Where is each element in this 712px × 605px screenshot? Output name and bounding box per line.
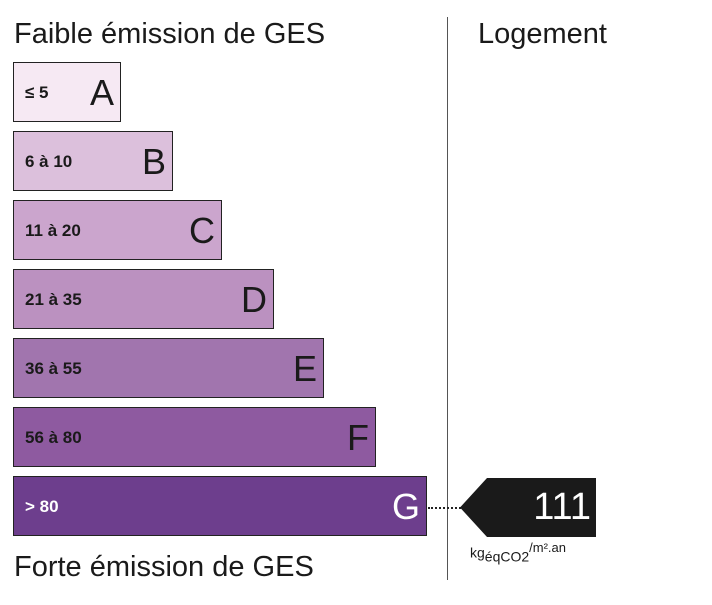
- arrow-shape: [460, 478, 596, 537]
- band-letter: A: [89, 72, 114, 113]
- band: 6 à 10 B: [13, 131, 173, 191]
- band: > 80 G: [13, 476, 427, 536]
- indicator-arrow: [460, 478, 596, 537]
- column-title: Logement: [478, 18, 607, 50]
- unit-sup: /m².an: [529, 540, 566, 555]
- top-title: Faible émission de GES: [14, 18, 326, 50]
- unit: kgéqCO2/m².an: [470, 540, 566, 564]
- band-letter: E: [292, 348, 317, 389]
- band-letter: F: [347, 417, 369, 458]
- band-range: 6 à 10: [25, 152, 73, 171]
- band-range: 11 à 20: [25, 221, 81, 240]
- unit-sub: éqCO2: [484, 548, 530, 565]
- bottom-title: Forte émission de GES: [14, 551, 314, 583]
- divider: [447, 17, 448, 580]
- band-range: 21 à 35: [25, 290, 82, 309]
- band-range: ≤ 5: [25, 83, 49, 102]
- band-letter: B: [141, 141, 166, 182]
- band: ≤ 5 A: [13, 62, 121, 122]
- indicator-value: 111: [533, 486, 591, 528]
- pointer-line: [428, 507, 461, 509]
- band: 56 à 80 F: [13, 407, 376, 467]
- band-range: > 80: [25, 497, 59, 516]
- band: 21 à 35 D: [13, 269, 274, 329]
- unit-base: kg: [470, 544, 485, 561]
- band-range: 36 à 55: [25, 359, 82, 378]
- band-letter: C: [189, 210, 215, 251]
- band-letter: D: [241, 279, 267, 320]
- band: 36 à 55 E: [13, 338, 324, 398]
- band-letter: G: [391, 486, 420, 527]
- band-range: 56 à 80: [25, 428, 82, 447]
- band: 11 à 20 C: [13, 200, 222, 260]
